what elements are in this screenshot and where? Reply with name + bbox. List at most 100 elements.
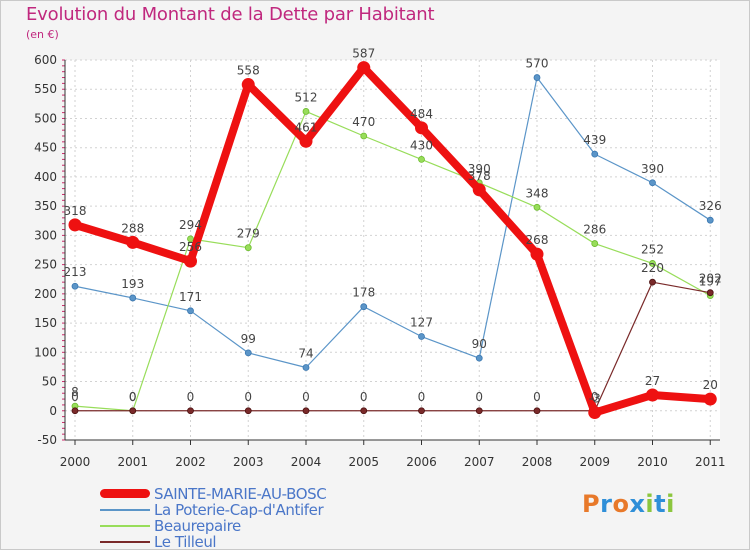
series-3	[71, 278, 714, 415]
data-point	[187, 307, 194, 315]
data-point	[472, 183, 486, 197]
data-point	[415, 121, 428, 135]
data-label: 202	[699, 272, 722, 286]
y-tick-label: -50	[37, 433, 57, 447]
series-2	[71, 108, 714, 415]
data-label: 0	[129, 390, 137, 404]
data-label: 20	[703, 378, 718, 392]
data-label: 512	[295, 90, 318, 104]
series-0	[68, 61, 717, 420]
data-point	[187, 407, 194, 415]
logo-letter: x	[629, 490, 646, 518]
x-tick-label: 2005	[348, 455, 379, 469]
data-label: 74	[298, 347, 313, 361]
x-tick-label: 2000	[60, 455, 91, 469]
data-point	[475, 354, 483, 362]
data-label: 0	[302, 390, 310, 404]
data-label: 288	[121, 221, 144, 235]
data-label: -3	[589, 392, 601, 406]
data-point	[360, 132, 368, 140]
data-point	[129, 294, 137, 302]
data-label: 0	[360, 390, 368, 404]
data-point	[302, 407, 310, 415]
y-tick-label: 450	[34, 141, 57, 155]
data-label: 318	[64, 204, 87, 218]
data-point	[475, 407, 483, 415]
data-point	[241, 78, 255, 92]
y-tick-label: 200	[34, 287, 57, 301]
x-tick-label: 2002	[175, 455, 206, 469]
series-line	[74, 281, 711, 412]
data-label: 171	[179, 290, 202, 304]
data-point	[649, 260, 656, 267]
data-point	[68, 218, 82, 232]
x-tick-label: 2009	[579, 455, 610, 469]
logo-letter: t	[654, 490, 667, 518]
y-tick-label: 300	[34, 228, 57, 242]
data-label: 461	[295, 120, 318, 134]
data-point	[302, 108, 310, 115]
x-tick-label: 2001	[117, 455, 148, 469]
data-point	[302, 364, 310, 371]
data-point	[646, 388, 659, 402]
data-point	[706, 216, 714, 224]
logo-letter: i	[645, 490, 655, 518]
plot-area	[65, 60, 720, 440]
x-tick-label: 2004	[291, 455, 322, 469]
y-tick-label: 350	[34, 199, 57, 213]
data-point	[530, 247, 544, 261]
data-point	[649, 278, 656, 286]
data-label: 439	[583, 133, 606, 147]
y-tick-label: 550	[34, 82, 57, 96]
data-point	[357, 61, 371, 75]
logo-letter: o	[612, 490, 630, 518]
logo-letter: P	[582, 490, 601, 518]
data-point	[591, 150, 599, 158]
data-label: 0	[533, 390, 541, 404]
data-label: 0	[475, 390, 483, 404]
data-label: 326	[699, 199, 722, 213]
data-label: 587	[352, 47, 375, 61]
data-point	[703, 392, 717, 406]
x-tick-label: 2007	[464, 455, 495, 469]
data-label: 470	[352, 115, 375, 129]
legend-swatch	[100, 509, 150, 511]
data-label: 178	[352, 286, 375, 300]
data-label: 268	[526, 233, 549, 247]
data-label: 430	[410, 138, 433, 152]
y-tick-label: 50	[42, 375, 57, 389]
data-label: 193	[121, 277, 144, 291]
series-line	[71, 63, 715, 417]
data-label: 0	[71, 390, 79, 404]
data-point	[418, 407, 425, 415]
x-axis-ticks: 2000 2001 2002 2003 2004 2005 2006 2007 2008 2009…	[60, 440, 726, 469]
data-label: 0	[129, 390, 137, 404]
data-point	[533, 203, 541, 211]
data-point	[184, 254, 197, 268]
logo-letter: r	[600, 490, 613, 518]
chart-title: Evolution du Montant de la Dette par Hab…	[26, 4, 435, 25]
series-line	[74, 110, 711, 412]
data-point	[187, 235, 194, 243]
x-tick-label: 2008	[522, 455, 553, 469]
data-label: 348	[526, 186, 549, 200]
legend-label: SAINTE-MARIE-AU-BOSC	[154, 485, 327, 503]
x-tick-label: 2006	[406, 455, 437, 469]
proxiti-logo: Proxiti	[582, 490, 675, 518]
data-label: 127	[410, 316, 433, 330]
data-point	[418, 333, 425, 340]
data-point	[71, 407, 79, 415]
data-label: 0	[187, 390, 195, 404]
data-label: 294	[179, 218, 202, 232]
data-point	[244, 407, 252, 415]
data-point	[360, 407, 368, 415]
data-label: 8	[71, 385, 79, 399]
chart-unit-label: (en €)	[26, 28, 59, 41]
data-point	[360, 303, 368, 311]
data-label: 378	[468, 169, 491, 183]
y-tick-label: 600	[34, 53, 57, 67]
data-label: 99	[241, 332, 256, 346]
y-axis-ticks: -50 0 50 100 150 200 250 300 350 400 450 500 550 600	[34, 53, 65, 447]
data-label: 220	[641, 261, 664, 275]
